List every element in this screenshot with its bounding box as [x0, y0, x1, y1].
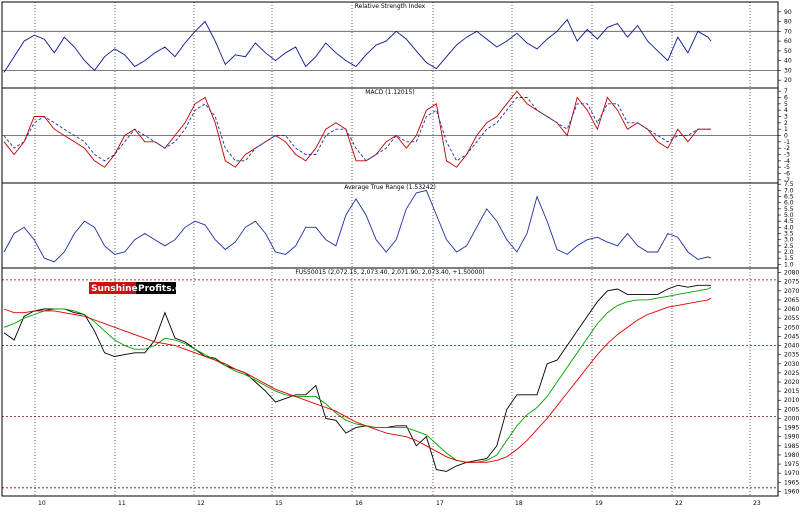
y-tick-label: -7	[784, 177, 790, 184]
y-tick-label: 4.0	[784, 224, 794, 231]
y-tick-label: 20	[784, 77, 792, 84]
y-tick-label: 2045	[784, 333, 799, 340]
y-tick-label: 2080	[784, 270, 799, 277]
y-tick-label: 1995	[784, 425, 799, 432]
y-tick-label: 60	[784, 38, 792, 45]
series-line	[3, 284, 711, 472]
panel-frame	[1, 1, 779, 89]
y-tick-label: -3	[784, 152, 790, 159]
logo: Sunshine Profits.com	[89, 282, 196, 294]
y-tick-label: 1.5	[784, 255, 794, 262]
y-tick-label: 0	[784, 133, 788, 140]
y-tick-label: 1	[784, 126, 788, 133]
logo-part2: Profits.com	[138, 284, 196, 294]
x-tick-label: 22	[675, 500, 683, 507]
panel-title: Average True Range (1.53242)	[344, 184, 436, 191]
series-line	[3, 90, 711, 168]
y-tick-label: 1985	[784, 443, 799, 450]
y-tick-label: 90	[784, 9, 792, 16]
y-tick-label: -2	[784, 145, 790, 152]
y-tick-label: 40	[784, 58, 792, 65]
y-tick-label: 2030	[784, 361, 799, 368]
y-tick-label: 3	[784, 114, 788, 121]
x-tick-label: 15	[275, 500, 283, 507]
y-tick-label: 1970	[784, 470, 799, 477]
series-line	[3, 286, 712, 463]
y-tick-label: 3.5	[784, 231, 794, 238]
panel-title: FUS50015 (2,072.15, 2,073.40, 2,071.90, …	[295, 269, 484, 276]
x-tick-label: 23	[753, 500, 761, 507]
y-tick-label: 7	[784, 88, 788, 95]
y-tick-label: -4	[784, 158, 790, 165]
y-tick-label: 2	[784, 120, 788, 127]
y-tick-label: 2000	[784, 415, 799, 422]
y-tick-label: 2020	[784, 379, 799, 386]
y-tick-label: -1	[784, 139, 790, 146]
y-tick-label: 1975	[784, 461, 799, 468]
x-tick-label: 17	[436, 500, 444, 507]
logo-part1: Sunshine	[91, 284, 138, 294]
x-tick-label: 12	[197, 500, 205, 507]
y-tick-label: 6.5	[784, 194, 794, 201]
y-tick-label: 80	[784, 19, 792, 26]
y-tick-label: 2010	[784, 397, 799, 404]
y-tick-label: 7.0	[784, 187, 794, 194]
series-line	[3, 297, 712, 463]
y-tick-label: 5.0	[784, 212, 794, 219]
y-tick-label: 2055	[784, 315, 799, 322]
y-tick-label: 1965	[784, 479, 799, 486]
x-tick-label: 11	[118, 500, 126, 507]
y-tick-label: 70	[784, 28, 792, 35]
y-tick-label: 50	[784, 48, 792, 55]
y-tick-label: 2.0	[784, 249, 794, 256]
x-tick-label: 10	[38, 500, 46, 507]
y-tick-label: 1.0	[784, 261, 794, 268]
logo-bg-right	[136, 282, 176, 294]
panel-frame	[1, 182, 779, 269]
y-tick-label: 5	[784, 101, 788, 108]
panel-title: Relative Strength Index	[355, 3, 426, 10]
y-tick-label: 2065	[784, 297, 799, 304]
y-tick-label: 2070	[784, 288, 799, 295]
y-tick-label: 2060	[784, 306, 799, 313]
y-tick-label: 2.5	[784, 243, 794, 250]
y-tick-label: 1990	[784, 434, 799, 441]
logo-bg-left	[89, 282, 136, 294]
y-tick-label: 7.5	[784, 181, 794, 188]
y-tick-label: -5	[784, 164, 790, 171]
y-tick-label: 2005	[784, 406, 799, 413]
x-tick-label: 16	[355, 500, 363, 507]
y-tick-label: 6.0	[784, 200, 794, 207]
panel-frame	[1, 267, 779, 497]
y-tick-label: 2035	[784, 352, 799, 359]
y-tick-label: 2075	[784, 279, 799, 286]
x-tick-label: 19	[595, 500, 603, 507]
y-tick-label: 3.0	[784, 237, 794, 244]
y-tick-label: 1980	[784, 452, 799, 459]
y-tick-label: 30	[784, 67, 792, 74]
y-tick-label: 2025	[784, 370, 799, 377]
y-tick-label: 6	[784, 95, 788, 102]
y-tick-label: 2050	[784, 324, 799, 331]
y-tick-label: 4	[784, 107, 788, 114]
y-tick-label: 1960	[784, 488, 799, 495]
series-line	[3, 189, 712, 263]
x-tick-label: 18	[515, 500, 523, 507]
y-tick-label: 2040	[784, 343, 799, 350]
panel-title: MACD (1.12015)	[365, 89, 414, 96]
y-tick-label: 5.5	[784, 206, 794, 213]
series-line	[3, 18, 712, 73]
series-line	[3, 97, 711, 162]
y-tick-label: 2015	[784, 388, 799, 395]
y-tick-label: 4.5	[784, 218, 794, 225]
y-tick-label: -6	[784, 171, 790, 178]
